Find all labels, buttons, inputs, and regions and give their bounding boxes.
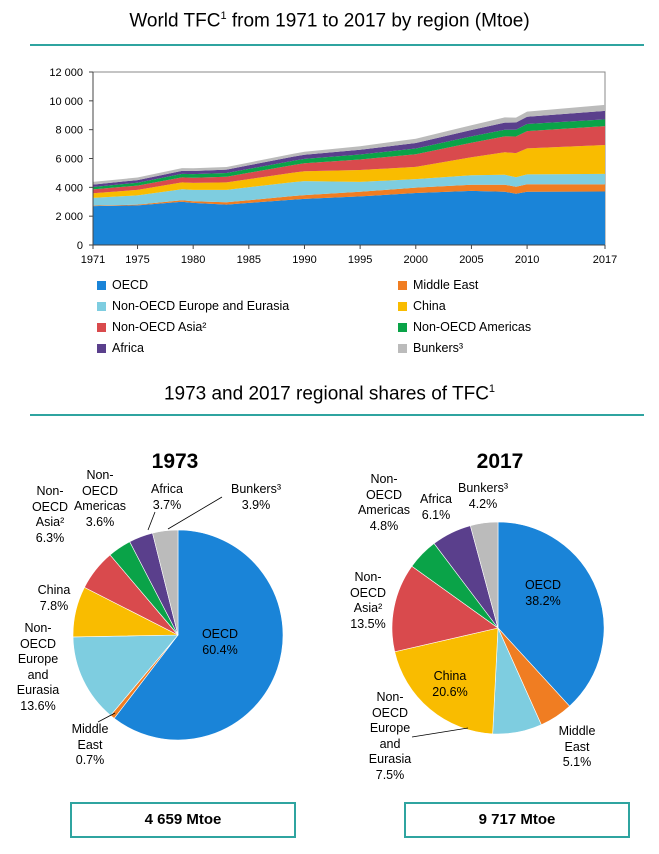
pie-chart-2017 bbox=[391, 521, 605, 735]
total-1973: 4 659 Mtoe bbox=[70, 802, 296, 838]
pie-slice-2017-bunkers bbox=[469, 521, 499, 629]
pie-slice-1973-bunkers bbox=[152, 529, 179, 636]
legend-label: Non-OECD Americas bbox=[413, 320, 532, 334]
y-tick-label: 10 000 bbox=[49, 96, 83, 108]
pie-title-2017: 2017 bbox=[476, 450, 524, 473]
legend-item-china: China bbox=[398, 299, 446, 313]
legend-item-eurasia: Non-OECD Europe and Eurasia bbox=[97, 299, 289, 313]
pie-label-2017-middle-east: Middle East 5.1% bbox=[558, 724, 596, 769]
area-series-eurasia bbox=[93, 173, 605, 206]
pie-label-2017-asia: Non- OECD Asia² 13.5% bbox=[349, 570, 387, 631]
pie-slice-2017-asia bbox=[391, 565, 499, 653]
pie-label-1973-eurasia: Non- OECD Europe and Eurasia 13.6% bbox=[16, 621, 60, 713]
pie-slice-1973-eurasia bbox=[72, 634, 179, 716]
legend-label: Non-OECD Asia² bbox=[112, 320, 207, 334]
x-tick-label: 1995 bbox=[348, 254, 372, 266]
legend-item-middle-east: Middle East bbox=[398, 278, 478, 292]
pie-label-1973-bunkers: Bunkers³ 3.9% bbox=[230, 482, 282, 512]
legend-item-bunkers: Bunkers³ bbox=[398, 341, 463, 355]
pie-slice-2017-china bbox=[394, 627, 499, 735]
leader-line-1973-bunkers bbox=[167, 496, 223, 530]
area-chart-title: World TFC1 from 1971 to 2017 by region (… bbox=[129, 10, 530, 32]
y-tick-label: 2 000 bbox=[55, 211, 83, 223]
pie-chart-1973 bbox=[72, 529, 284, 741]
legend-item-africa: Africa bbox=[97, 341, 144, 355]
legend-label: Africa bbox=[112, 341, 144, 355]
x-tick-label: 2010 bbox=[515, 254, 539, 266]
pie-label-2017-africa: Africa 6.1% bbox=[420, 492, 452, 522]
pie-label-1973-asia: Non- OECD Asia² 6.3% bbox=[31, 484, 69, 545]
pie-label-2017-eurasia: Non- OECD Europe and Eurasia 7.5% bbox=[368, 690, 412, 782]
pie-slice-1973-oecd bbox=[113, 529, 284, 741]
pie-label-2017-china: China 20.6% bbox=[432, 669, 468, 699]
legend-swatch-americas bbox=[398, 322, 407, 332]
legend-swatch-asia bbox=[97, 322, 106, 332]
x-tick-label: 1975 bbox=[125, 254, 149, 266]
legend-label: Middle East bbox=[413, 278, 479, 292]
pie-title-1973: 1973 bbox=[151, 450, 199, 473]
y-tick-label: 6 000 bbox=[55, 154, 83, 166]
y-tick-label: 8 000 bbox=[55, 125, 83, 137]
legend-item-americas: Non-OECD Americas bbox=[398, 320, 531, 334]
x-tick-label: 2017 bbox=[593, 254, 617, 266]
area-series-me bbox=[93, 184, 605, 207]
x-tick-label: 2000 bbox=[404, 254, 428, 266]
legend-swatch-eurasia bbox=[97, 301, 106, 311]
pie-label-1973-middle-east: Middle East 0.7% bbox=[71, 722, 109, 767]
x-tick-label: 1980 bbox=[181, 254, 205, 266]
area-series-bunkers bbox=[93, 104, 605, 185]
y-tick-label: 0 bbox=[77, 240, 83, 252]
legend-swatch-middle-east bbox=[398, 280, 407, 290]
leader-lines bbox=[97, 496, 469, 738]
legend-swatch-africa bbox=[97, 343, 106, 353]
leader-line-1973-me bbox=[97, 712, 116, 723]
legend-label: Non-OECD Europe and Eurasia bbox=[112, 299, 290, 313]
pie-section-title: 1973 and 2017 regional shares of TFC1 bbox=[163, 383, 496, 405]
legend-label: China bbox=[413, 299, 446, 313]
area-series-americas bbox=[93, 119, 605, 190]
pie-title-underline bbox=[30, 414, 644, 416]
title-underline bbox=[30, 44, 644, 46]
pie-label-2017-oecd: OECD 38.2% bbox=[524, 578, 562, 608]
x-tick-label: 1971 bbox=[81, 254, 105, 266]
legend-swatch-china bbox=[398, 301, 407, 311]
leader-line-2017-eurasia bbox=[411, 727, 469, 738]
x-tick-label: 1990 bbox=[292, 254, 316, 266]
x-tick-label: 1985 bbox=[237, 254, 261, 266]
legend-label: Bunkers³ bbox=[413, 341, 464, 355]
area-series-china bbox=[93, 145, 605, 198]
pie-label-1973-africa: Africa 3.7% bbox=[151, 482, 183, 512]
pie-label-2017-bunkers: Bunkers³ 4.2% bbox=[457, 481, 509, 511]
legend-item-asia: Non-OECD Asia² bbox=[97, 320, 206, 334]
legend-label: OECD bbox=[112, 278, 149, 292]
legend-swatch-oecd bbox=[97, 280, 106, 290]
area-chart: 0 2 000 4 000 6 000 8 000 10 000 12 000 1971 197… bbox=[49, 67, 617, 266]
legend-item-oecd: OECD bbox=[97, 278, 148, 292]
y-tick-label: 4 000 bbox=[55, 182, 83, 194]
legend-swatch-bunkers bbox=[398, 343, 407, 353]
pie-label-1973-china: China 7.8% bbox=[37, 583, 71, 613]
leader-line-1973-africa bbox=[147, 511, 156, 531]
pie-label-1973-oecd: OECD 60.4% bbox=[201, 627, 239, 657]
x-tick-label: 2005 bbox=[459, 254, 483, 266]
y-tick-label: 12 000 bbox=[49, 67, 83, 79]
area-series-africa bbox=[93, 110, 605, 187]
area-series-asia bbox=[93, 126, 605, 194]
pie-label-2017-americas: Non- OECD Americas 4.8% bbox=[357, 472, 411, 533]
area-series-oecd bbox=[93, 190, 605, 245]
total-2017: 9 717 Mtoe bbox=[404, 802, 630, 838]
pie-label-1973-americas: Non- OECD Americas 3.6% bbox=[73, 468, 127, 529]
pie-slice-2017-oecd bbox=[497, 521, 605, 707]
